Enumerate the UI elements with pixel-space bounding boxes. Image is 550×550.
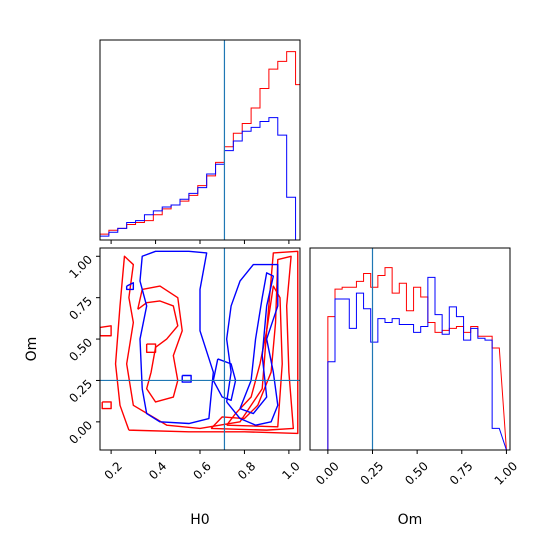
contour-x-ticks: 0.2 0.4 0.6 0.8 1.0 [102,450,303,482]
hist-Om-xtick-label-3: 0.75 [447,459,476,488]
contour-y-axis-label: Om [24,337,40,362]
contour-frame [99,247,301,451]
contour-series-0-level-0 [114,250,299,435]
hist-Om-xtick-label-0: 0.00 [313,459,342,488]
hist-Om-xtick-label-4: 1.00 [492,459,521,488]
contour-x-axis-label: H0 [190,512,209,528]
contour-ytick-label-0: 0.00 [66,418,95,447]
contour-series-0-level-6 [145,343,157,354]
panel-contour-H0-Om: 0.2 0.4 0.6 0.8 1.0 0.000.250.500.751.00 H0 … [24,247,303,528]
contour-series-0-level-4 [100,325,112,337]
hist-Om-ticks: 0.00 0.25 0.50 0.75 1.00 [313,450,520,488]
contour-series-group [100,250,299,435]
contour-xtick-label-0: 0.2 [102,459,125,482]
contour-series-0-level-3 [137,285,183,403]
contour-xtick-label-2: 0.6 [191,459,214,482]
contour-series-0-level-5 [101,401,112,410]
hist-Om-series-1-step [320,276,507,450]
panel-hist-Om: 0.00 0.25 0.50 0.75 1.00 Om [309,247,520,528]
contour-series-0-level-2 [226,285,283,428]
contour-series-1-level-0 [139,250,215,425]
hist-H0-series-group [100,51,300,240]
contour-xtick-label-4: 1.0 [279,459,302,482]
hist-Om-xtick-label-2: 0.50 [402,459,431,488]
hist-H0-frame [99,39,301,241]
hist-Om-x-axis-label: Om [398,512,423,528]
contour-ytick-label-1: 0.25 [66,377,95,406]
contour-ytick-label-4: 1.00 [66,253,95,282]
hist-Om-series-group [320,267,507,450]
contour-series-1-level-2 [239,272,275,415]
hist-H0-ticks [110,240,290,244]
contour-series-1-level-4 [125,282,135,291]
contour-xtick-label-3: 0.8 [235,459,258,482]
contour-ytick-label-2: 0.50 [66,335,95,364]
panel-hist-H0 [99,39,301,244]
hist-Om-xtick-label-1: 0.25 [358,459,387,488]
contour-xtick-label-1: 0.4 [146,459,169,482]
hist-Om-series-0-step [320,267,507,450]
contour-y-ticks: 0.00 0.25 0.50 0.75 1.00 [66,253,100,447]
contour-ytick-label-3: 0.75 [66,294,95,323]
contour-series-0-level-1 [210,255,295,431]
contour-series-1-level-1 [225,263,279,426]
hist-H0-series-0-step [100,51,300,240]
hist-H0-series-1-step [100,117,300,240]
contour-series-1-level-5 [181,374,192,383]
hist-Om-frame [309,247,511,451]
